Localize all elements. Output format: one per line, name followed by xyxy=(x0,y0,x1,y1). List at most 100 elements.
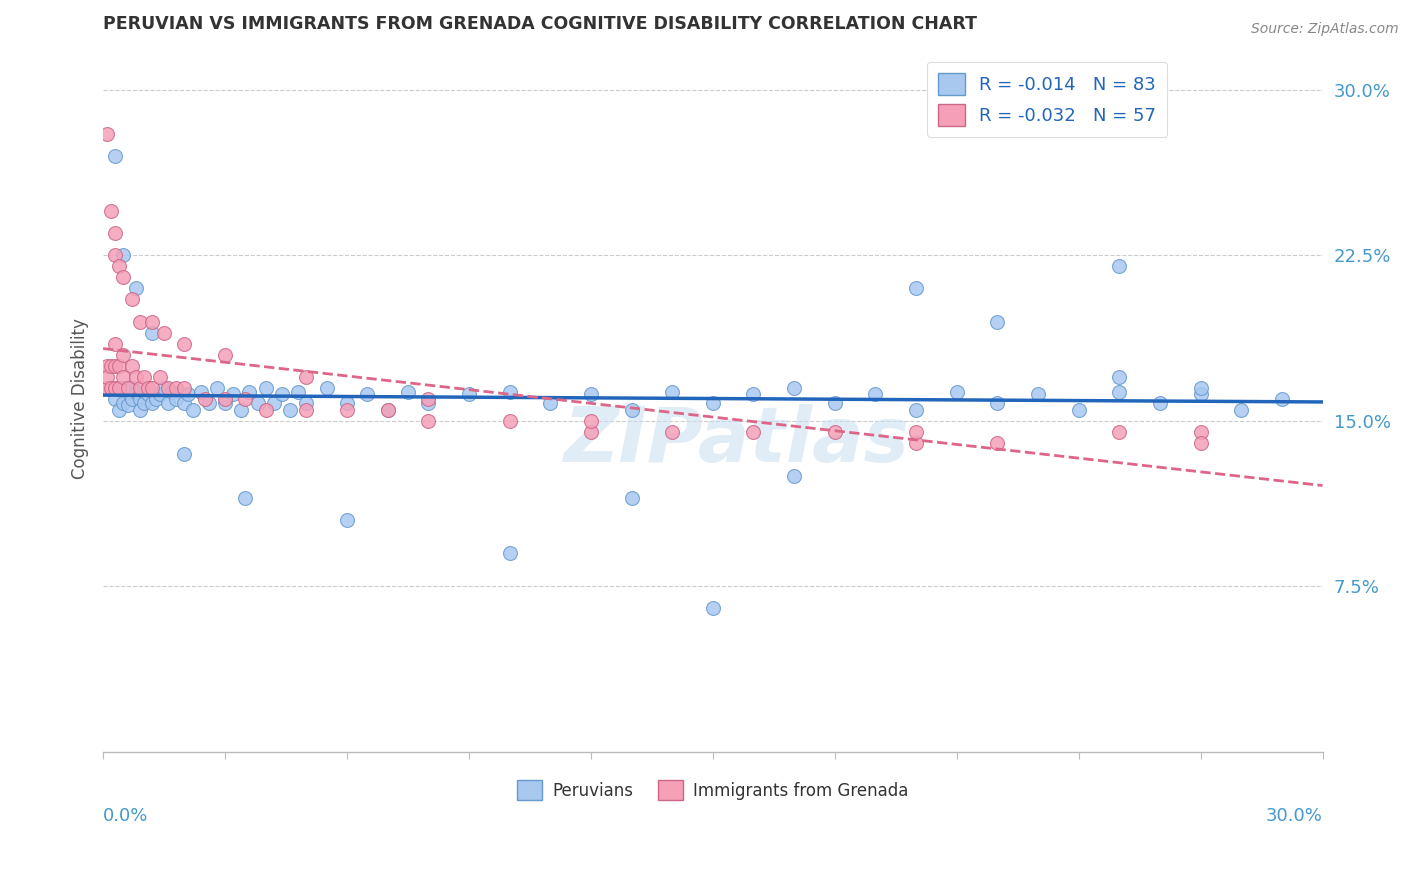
Point xyxy=(246,396,269,410)
Point xyxy=(214,396,236,410)
Text: ZIPatlas: ZIPatlas xyxy=(564,404,910,478)
Point xyxy=(121,381,143,395)
Point xyxy=(128,402,150,417)
Point xyxy=(214,392,236,406)
Point xyxy=(661,425,683,439)
Point xyxy=(108,381,131,395)
Point xyxy=(153,381,176,395)
Point xyxy=(1067,402,1090,417)
Point xyxy=(104,149,127,163)
Point xyxy=(1108,369,1130,384)
Point xyxy=(108,402,131,417)
Point xyxy=(112,396,135,410)
Point xyxy=(117,398,139,412)
Point xyxy=(222,387,245,401)
Point xyxy=(136,381,159,395)
Point xyxy=(181,402,204,417)
Point xyxy=(986,436,1008,450)
Point xyxy=(278,402,301,417)
Point xyxy=(538,396,561,410)
Point xyxy=(702,396,724,410)
Point xyxy=(865,387,887,401)
Point xyxy=(157,396,180,410)
Point xyxy=(128,392,150,406)
Point xyxy=(173,381,195,395)
Point xyxy=(96,369,118,384)
Point xyxy=(287,385,309,400)
Point xyxy=(104,248,127,262)
Point xyxy=(96,127,118,141)
Point xyxy=(136,387,159,401)
Point xyxy=(108,260,131,274)
Point xyxy=(336,513,359,527)
Point xyxy=(121,293,143,307)
Point xyxy=(295,369,318,384)
Point xyxy=(100,359,122,373)
Point xyxy=(661,385,683,400)
Point xyxy=(160,385,183,400)
Text: PERUVIAN VS IMMIGRANTS FROM GRENADA COGNITIVE DISABILITY CORRELATION CHART: PERUVIAN VS IMMIGRANTS FROM GRENADA COGN… xyxy=(103,15,977,33)
Point xyxy=(742,425,765,439)
Point xyxy=(377,402,399,417)
Point xyxy=(194,392,217,406)
Point xyxy=(579,414,602,428)
Point xyxy=(149,387,172,401)
Point xyxy=(254,402,277,417)
Point xyxy=(1149,396,1171,410)
Text: Source: ZipAtlas.com: Source: ZipAtlas.com xyxy=(1251,22,1399,37)
Point xyxy=(1271,392,1294,406)
Point xyxy=(198,396,221,410)
Point xyxy=(100,204,122,219)
Point xyxy=(149,369,172,384)
Point xyxy=(231,402,253,417)
Point xyxy=(145,392,167,406)
Point xyxy=(905,281,928,295)
Point xyxy=(783,381,806,395)
Point xyxy=(1026,387,1049,401)
Point xyxy=(620,402,643,417)
Point xyxy=(238,385,260,400)
Point xyxy=(132,369,155,384)
Point xyxy=(157,381,180,395)
Point xyxy=(117,381,139,395)
Point xyxy=(104,336,127,351)
Point xyxy=(214,348,236,362)
Text: 30.0%: 30.0% xyxy=(1265,807,1323,825)
Point xyxy=(986,396,1008,410)
Point xyxy=(356,387,378,401)
Point xyxy=(1108,385,1130,400)
Point xyxy=(905,402,928,417)
Point xyxy=(295,402,318,417)
Point xyxy=(153,326,176,340)
Point xyxy=(96,359,118,373)
Point xyxy=(108,381,131,395)
Point xyxy=(108,359,131,373)
Point xyxy=(295,396,318,410)
Point xyxy=(112,381,135,395)
Point xyxy=(141,314,163,328)
Point xyxy=(121,359,143,373)
Point xyxy=(141,326,163,340)
Point xyxy=(783,469,806,483)
Point xyxy=(1189,387,1212,401)
Point xyxy=(377,402,399,417)
Point xyxy=(100,381,122,395)
Point xyxy=(112,369,135,384)
Point xyxy=(173,396,195,410)
Point xyxy=(905,425,928,439)
Point xyxy=(104,359,127,373)
Point xyxy=(104,392,127,406)
Point xyxy=(173,336,195,351)
Point xyxy=(96,381,118,395)
Y-axis label: Cognitive Disability: Cognitive Disability xyxy=(72,318,89,479)
Point xyxy=(1189,381,1212,395)
Point xyxy=(165,381,187,395)
Point xyxy=(141,396,163,410)
Point xyxy=(418,414,440,428)
Point xyxy=(104,381,127,395)
Point xyxy=(986,314,1008,328)
Point xyxy=(579,387,602,401)
Point xyxy=(121,392,143,406)
Point xyxy=(418,392,440,406)
Point xyxy=(271,387,294,401)
